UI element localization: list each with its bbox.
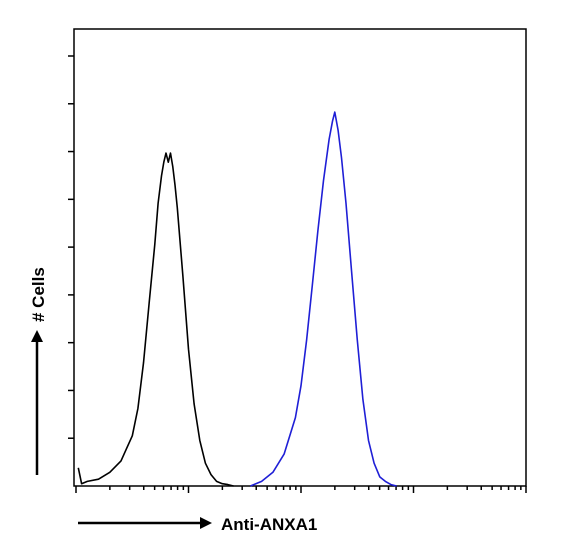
series-layer: [77, 111, 397, 487]
x-axis-label: Anti-ANXA1: [221, 515, 317, 534]
x-axis-ticks: [75, 486, 527, 493]
y-axis-label: # Cells: [29, 267, 48, 322]
series-1-line: [77, 152, 234, 487]
series-2-line: [250, 111, 397, 487]
y-axis-arrowhead: [31, 330, 43, 342]
x-axis-arrowhead: [200, 517, 212, 529]
y-axis-ticks: [68, 55, 74, 439]
plot-frame: [73, 28, 527, 487]
